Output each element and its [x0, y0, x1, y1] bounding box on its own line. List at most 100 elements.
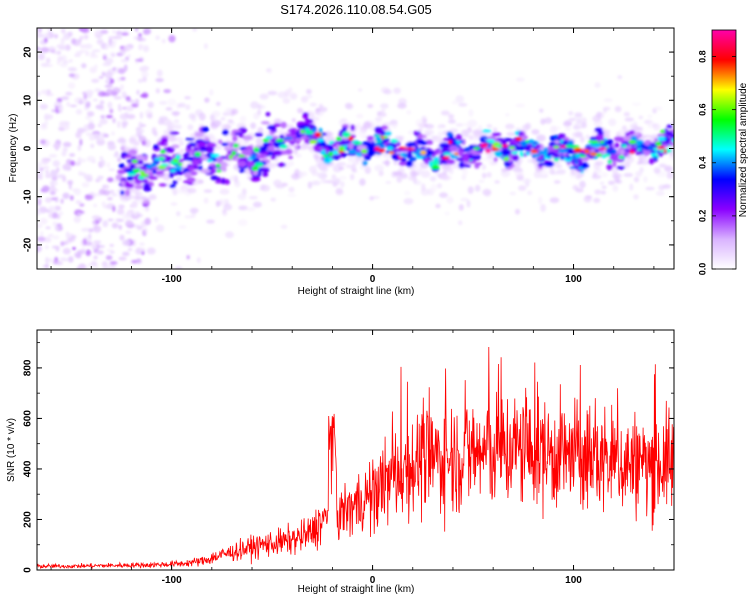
spectrogram-cell — [127, 54, 131, 58]
spectrogram-cells — [37, 28, 674, 269]
spectrogram-cell — [151, 127, 157, 135]
spectrogram-cell — [204, 137, 210, 142]
spectrogram-cell — [141, 71, 149, 78]
spectrogram-cell — [172, 124, 182, 130]
spectrogram-cell — [521, 124, 529, 132]
spectrogram-cell — [426, 139, 434, 145]
spectrogram-cell — [37, 91, 41, 97]
spectrogram-cell — [231, 129, 242, 133]
spectrogram-cell — [585, 134, 590, 140]
spectrogram-cell — [491, 132, 502, 137]
spectrogram-cell — [671, 138, 674, 143]
spectrogram-cell — [553, 134, 559, 138]
spectrogram-cell — [101, 201, 106, 207]
spectrogram-cell — [203, 189, 213, 193]
spectrogram-cell — [44, 113, 49, 121]
spectrogram-cell — [187, 187, 197, 194]
spectrogram-cell — [222, 210, 228, 217]
spectrogram-cell — [635, 144, 642, 149]
spectrogram-cell — [611, 166, 619, 175]
spectrogram-cell — [481, 172, 487, 179]
spectrogram-cell — [575, 153, 581, 158]
spectrogram-cell — [671, 119, 674, 125]
spectrogram-cell — [565, 127, 572, 131]
spectrogram-cell — [42, 185, 50, 192]
spectrogram-cell — [309, 139, 318, 144]
spectrogram-cell — [623, 135, 632, 142]
spectrogram-cell — [185, 137, 195, 141]
spectrogram-cell — [575, 188, 584, 193]
spectrogram-x-ticks: -100 0 100 — [50, 28, 655, 285]
spectrogram-cell — [275, 138, 285, 143]
spectrogram-cell — [442, 170, 447, 175]
spectrogram-cell — [501, 168, 508, 173]
spectrogram-cell — [491, 147, 500, 151]
spectrogram-cell — [413, 130, 418, 136]
spectrogram-cell — [291, 173, 301, 180]
spectrogram-cell — [508, 146, 516, 150]
spectrogram-cell — [171, 187, 178, 192]
spectrogram-cell — [486, 124, 493, 129]
spectrogram-cell — [374, 164, 384, 172]
spectrogram-cell — [386, 146, 394, 151]
spectrogram-cell — [666, 124, 673, 129]
spectrogram-cell — [260, 167, 270, 173]
spectrogram-cell — [363, 154, 371, 161]
snr-panel: -100 0 100 0 200 400 600 800 Height of straigh… — [6, 329, 675, 595]
spectrogram-cell — [120, 84, 124, 90]
spectrogram-cell — [611, 149, 617, 155]
spectrogram-cell — [142, 76, 147, 83]
spectrogram-y-label: Frequency (Hz) — [8, 114, 19, 183]
spectrogram-cell — [119, 113, 129, 120]
spectrogram-cell — [44, 197, 52, 203]
spectrogram-cell — [396, 176, 403, 183]
spectrogram-cell — [37, 208, 42, 216]
spectrogram-cell — [199, 155, 207, 160]
spectrogram-cell — [436, 183, 443, 189]
spectrogram-cell — [106, 248, 114, 252]
spectrogram-cell — [170, 202, 178, 206]
spectrogram-cell — [515, 137, 523, 142]
spectrogram-cell — [137, 36, 143, 42]
spectrogram-cell — [136, 258, 141, 262]
spectrogram-cell — [95, 178, 100, 183]
spectrogram-cell — [248, 196, 258, 200]
spectrogram-cell — [509, 191, 517, 196]
spectrogram-cell — [538, 196, 543, 205]
spectrogram-cell — [405, 160, 413, 168]
spectrogram-cell — [287, 193, 297, 197]
spectrogram-cell — [606, 163, 613, 171]
spectrogram-cell — [253, 147, 260, 153]
spectrogram-cell — [62, 147, 68, 153]
spectrogram-cell — [531, 153, 541, 158]
spectrogram-cell — [233, 143, 239, 148]
spectrogram-cell — [58, 211, 64, 216]
spectrogram-cell — [126, 114, 136, 120]
spectrogram-cell — [344, 102, 352, 109]
spectrogram-cell — [584, 149, 590, 154]
spectrogram-cell — [385, 181, 392, 184]
spectrogram-cell — [159, 140, 166, 146]
spectrogram-cell — [367, 150, 376, 157]
spectrogram-cell — [42, 166, 50, 169]
spectrogram-cell — [87, 94, 92, 99]
spectrogram-cell — [188, 113, 196, 120]
spectrogram-cell — [60, 96, 70, 101]
spectrogram-cell — [186, 255, 190, 260]
spectrogram-cell — [63, 125, 70, 130]
spectrogram-cell — [156, 69, 163, 77]
spectrogram-cell — [549, 125, 558, 134]
spectrogram-cell — [96, 138, 105, 146]
spectrogram-cell — [71, 38, 77, 45]
spectrogram-cell — [400, 173, 408, 179]
spectrogram-cell — [298, 147, 306, 151]
spectrogram-cell — [447, 137, 457, 142]
colorbar-tick-label: 0.6 — [697, 103, 707, 116]
spectrogram-cell — [171, 111, 181, 115]
spectrogram-cell — [518, 168, 524, 173]
spectrogram-cell — [39, 217, 48, 225]
spectrogram-cell — [237, 219, 248, 227]
spectrogram-cell — [293, 148, 299, 155]
spectrogram-cell — [68, 183, 72, 190]
